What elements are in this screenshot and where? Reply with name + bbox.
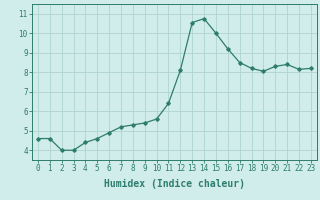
X-axis label: Humidex (Indice chaleur): Humidex (Indice chaleur) <box>104 179 245 189</box>
